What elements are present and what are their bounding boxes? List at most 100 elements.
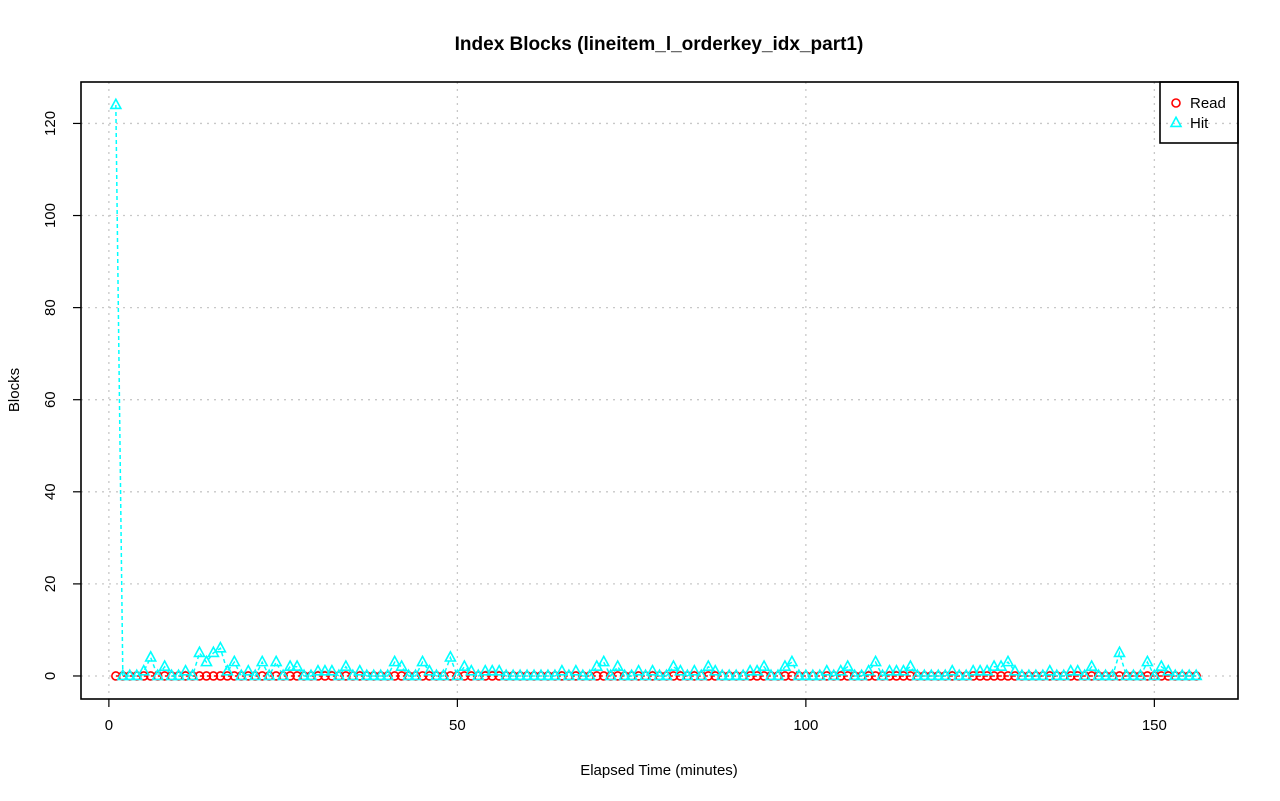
point-read (982, 671, 992, 681)
point-hit (1008, 663, 1022, 676)
point-hit (478, 663, 492, 676)
point-read (487, 671, 498, 681)
series-points (109, 97, 1203, 681)
point-hit (757, 659, 771, 672)
x-tick-label: 150 (1142, 717, 1167, 734)
legend-box (1159, 81, 1239, 144)
point-hit (667, 659, 680, 672)
point-hit (715, 668, 729, 681)
point-hit (381, 668, 395, 681)
point-hit (952, 668, 966, 681)
point-read (208, 671, 219, 681)
point-hit (841, 659, 855, 672)
point-hit (1120, 668, 1133, 681)
y-tick-label: 100 (42, 203, 59, 228)
y-tick-label: 20 (42, 576, 59, 593)
point-hit (430, 668, 443, 681)
point-hit (520, 668, 534, 681)
point-hit (743, 663, 757, 676)
point-hit (227, 654, 241, 667)
point-hit (966, 663, 980, 676)
point-hit (1182, 668, 1196, 681)
legend-label-hit: Hit (1190, 115, 1209, 132)
point-hit (353, 663, 367, 676)
legend: Read Hit (1159, 81, 1239, 144)
point-hit (862, 663, 875, 676)
point-hit (931, 668, 945, 681)
point-hit (1127, 668, 1140, 681)
point-hit (820, 663, 834, 676)
point-hit (109, 97, 123, 110)
point-hit (248, 668, 262, 681)
point-hit (437, 668, 450, 681)
point-hit (200, 654, 213, 667)
point-hit (214, 640, 227, 653)
x-axis-label: Elapsed Time (minutes) (580, 762, 738, 779)
point-hit (290, 659, 304, 672)
point-read (891, 671, 902, 681)
point-hit (506, 668, 520, 681)
point-hit (151, 668, 165, 681)
point-hit (1085, 659, 1098, 672)
point-hit (186, 668, 199, 681)
point-hit (179, 663, 192, 676)
point-hit (457, 659, 471, 672)
point-hit (646, 663, 659, 676)
point-hit (918, 668, 931, 681)
point-hit (1168, 668, 1182, 681)
point-hit (221, 663, 234, 676)
point-hit (339, 659, 353, 672)
series-line-hit (115, 105, 1197, 678)
point-hit (123, 668, 137, 681)
y-tick-label: 40 (42, 483, 59, 500)
point-hit (771, 668, 785, 681)
point-hit (158, 659, 171, 672)
series-lines (115, 105, 1197, 678)
point-hit (1161, 663, 1175, 676)
point-hit (729, 668, 743, 681)
point-hit (792, 668, 806, 681)
point-hit (911, 668, 924, 681)
point-hit (1015, 668, 1029, 681)
point-read (752, 671, 762, 681)
point-hit (374, 668, 388, 681)
grid (81, 82, 1238, 699)
point-hit (945, 663, 959, 676)
point-read (222, 671, 233, 681)
point-hit (499, 668, 513, 681)
point-hit (618, 668, 631, 681)
point-hit (1043, 663, 1057, 676)
point-hit (799, 668, 813, 681)
point-hit (1001, 654, 1015, 667)
point-hit (722, 668, 736, 681)
x-tick-label: 50 (449, 717, 466, 734)
point-hit (144, 650, 158, 662)
point-hit (1050, 668, 1064, 681)
point-hit (395, 659, 408, 672)
point-hit (193, 645, 206, 658)
point-hit (116, 668, 130, 681)
point-hit (653, 668, 666, 681)
y-tick-label: 0 (42, 672, 59, 680)
legend-label-read: Read (1190, 95, 1226, 112)
plot-frame (80, 81, 1239, 700)
legend-marker-read (1171, 98, 1181, 108)
point-hit (409, 668, 422, 681)
x-tick-label: 100 (793, 717, 818, 734)
point-hit (402, 668, 415, 681)
point-hit (890, 663, 903, 676)
point-hit (569, 663, 583, 676)
y-tick-label: 120 (42, 111, 59, 136)
point-hit (708, 663, 722, 676)
point-hit (444, 650, 457, 662)
point-read (996, 671, 1006, 681)
point-hit (576, 668, 590, 681)
point-hit (1029, 668, 1043, 681)
point-read (1003, 671, 1013, 681)
point-hit (423, 663, 436, 676)
legend-marker-hit (1169, 115, 1183, 128)
y-tick-label: 80 (42, 299, 59, 316)
point-hit (332, 668, 346, 681)
point-read (975, 671, 985, 681)
y-tick-label: 60 (42, 391, 59, 408)
